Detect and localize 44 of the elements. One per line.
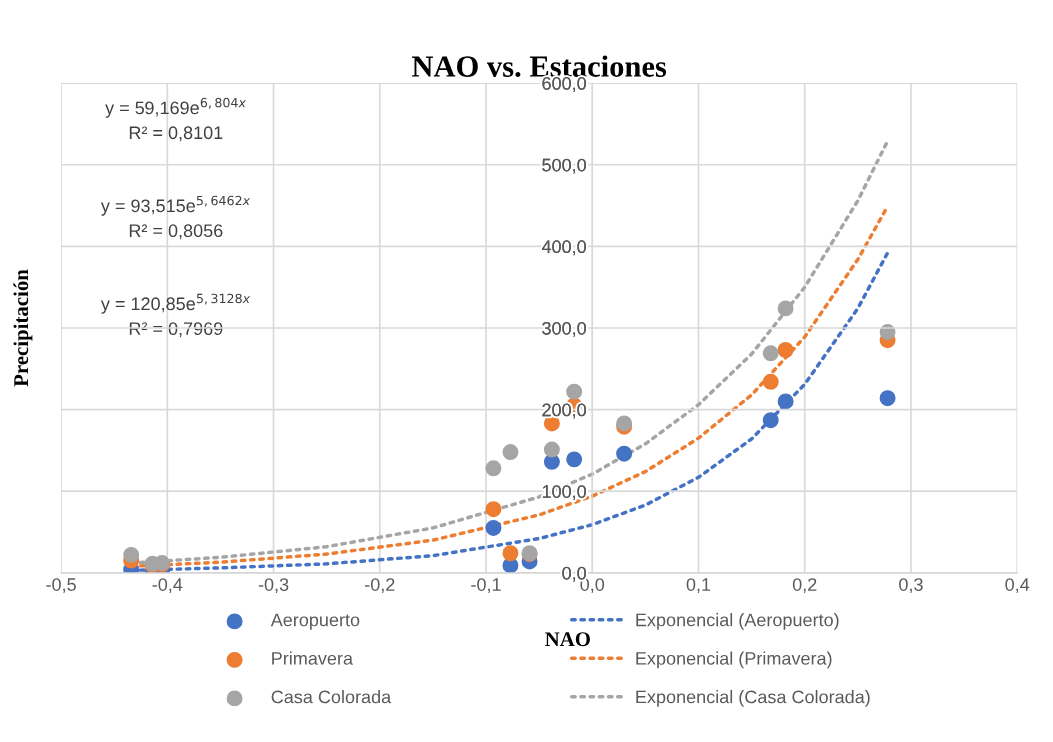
x-tick-label: -0,4 bbox=[152, 578, 183, 594]
x-tick-label: -0,1 bbox=[471, 578, 501, 594]
y-tick-label: 400,0 bbox=[541, 240, 586, 256]
point bbox=[566, 383, 583, 400]
x-tick-label: -0,3 bbox=[258, 578, 289, 594]
legend-label: Primavera bbox=[272, 651, 353, 665]
point bbox=[485, 519, 502, 536]
legend-label: Exponencial (Primavera) bbox=[636, 651, 832, 669]
point bbox=[777, 300, 794, 317]
x-tick-label: 0,2 bbox=[792, 578, 817, 594]
legend-label: Aeropuerto bbox=[270, 613, 360, 630]
x-tick-label: -0,2 bbox=[365, 578, 395, 594]
x-tick-label: 0,4 bbox=[1005, 578, 1030, 594]
y-tick-label: 200,0 bbox=[542, 403, 586, 419]
point bbox=[502, 444, 519, 461]
text: y = 120,85e$^{5,3128x}$ R² = 0,7969 bbox=[100, 293, 251, 338]
y-tick-label: 300,0 bbox=[542, 321, 586, 337]
y-tick-label: 600,0 bbox=[542, 77, 586, 92]
legend-label: Exponencial (Casa Colorada) bbox=[636, 690, 870, 707]
x-tick-label: -0,5 bbox=[46, 578, 76, 594]
point bbox=[777, 393, 794, 410]
point bbox=[762, 412, 779, 429]
point bbox=[566, 451, 583, 468]
y-axis-title: Precipitación bbox=[13, 269, 33, 387]
x-tick-label: 0,3 bbox=[899, 578, 923, 594]
chart-title: NAO vs. Estaciones bbox=[411, 55, 667, 78]
point bbox=[777, 342, 794, 358]
point bbox=[543, 441, 560, 458]
legend-label: Casa Colorada bbox=[271, 690, 392, 704]
y-tick-label: 500,0 bbox=[542, 158, 586, 174]
point bbox=[762, 373, 779, 390]
legend-label: Exponencial (Aeropuerto) bbox=[636, 613, 839, 630]
point bbox=[762, 345, 779, 362]
point bbox=[616, 445, 633, 462]
x-tick-label: 0,1 bbox=[686, 578, 711, 594]
x-axis-title: NAO bbox=[545, 632, 590, 647]
point bbox=[502, 545, 519, 562]
point bbox=[485, 501, 502, 518]
text: y = 59,169e$^{6,804x}$ R² = 0,8101 bbox=[105, 97, 247, 142]
text: y = 93,515e$^{5,6462x}$ R² = 0,8056 bbox=[100, 195, 251, 240]
point bbox=[485, 460, 502, 477]
point bbox=[123, 546, 140, 563]
point bbox=[879, 390, 896, 407]
y-tick-label: 100,0 bbox=[542, 485, 586, 501]
